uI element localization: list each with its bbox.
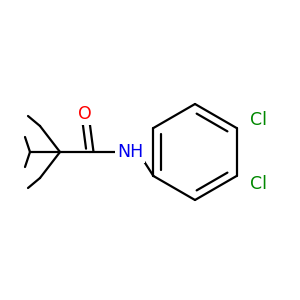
Text: O: O — [78, 105, 92, 123]
Text: NH: NH — [117, 143, 143, 161]
Text: Cl: Cl — [250, 111, 267, 129]
Text: Cl: Cl — [250, 175, 267, 193]
